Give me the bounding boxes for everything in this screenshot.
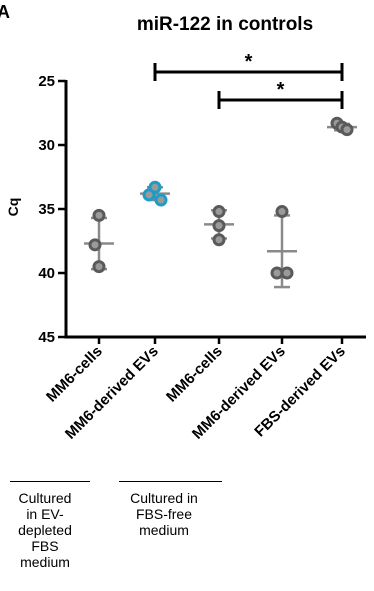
x-tick-label: MM6-derived EVs [62, 343, 162, 443]
data-point [342, 125, 352, 135]
data-point [282, 268, 292, 278]
group-1-label-line-1: Cultured [5, 490, 85, 506]
axes: 25 30 35 40 45 [38, 73, 366, 346]
significance-star: * [245, 51, 253, 73]
group-2-label-line-3: medium [112, 522, 216, 538]
group-2-label-line-1: Cultured in [112, 490, 216, 506]
y-tick-label: 40 [38, 265, 55, 282]
panel-letter: A [0, 2, 10, 22]
group-1-label-line-2: in EV- [5, 506, 85, 522]
y-tick-label: 45 [38, 329, 55, 346]
data-point [90, 240, 100, 250]
data-point [156, 195, 166, 205]
data-point [94, 210, 104, 220]
data-point [277, 207, 287, 217]
group-1-label-line-3: depleted [5, 522, 85, 538]
x-tick-label: MM6-cells [163, 343, 226, 406]
group-2-line [119, 481, 222, 482]
y-axis-label: Cq [5, 198, 21, 217]
chart-title: miR-122 in controls [137, 14, 313, 35]
group-1-label: Cultured in EV- depleted FBS medium [5, 490, 85, 570]
data-point [214, 235, 224, 245]
data-point [94, 262, 104, 272]
data-point [144, 190, 154, 200]
group-1-label-line-5: medium [5, 554, 85, 570]
data-points [90, 118, 352, 278]
group-1-line [10, 481, 90, 482]
y-tick-label: 25 [38, 73, 55, 90]
data-point [214, 221, 224, 231]
group-2-label-line-2: FBS-free [112, 506, 216, 522]
group-2-label: Cultured in FBS-free medium [112, 490, 216, 538]
y-tick-label: 30 [38, 137, 55, 154]
significance-brackets: ** [155, 51, 342, 109]
group-1-label-line-4: FBS [5, 538, 85, 554]
significance-star: * [277, 79, 285, 101]
data-point [214, 207, 224, 217]
y-tick-label: 35 [38, 201, 55, 218]
